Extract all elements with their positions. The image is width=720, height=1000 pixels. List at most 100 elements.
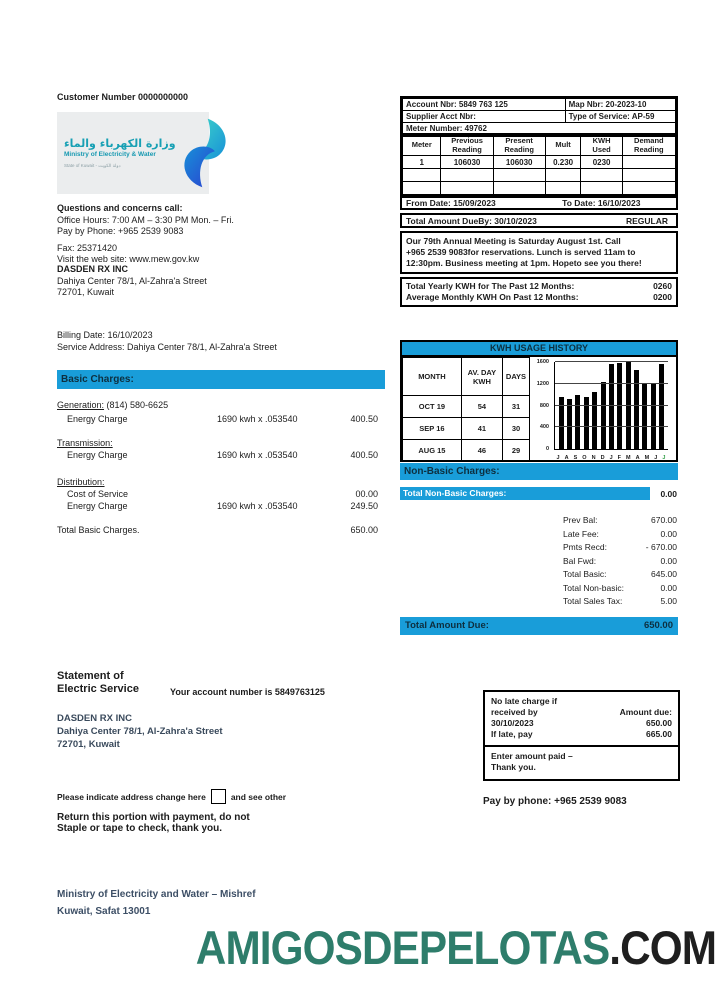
summary-value: 5.00 [660, 596, 677, 606]
usage-avg: 41 [460, 417, 503, 441]
summary-row: Pmts Recd: - 670.00 [563, 541, 677, 555]
x-tick-label: J [609, 455, 613, 461]
y-tick-label: 800 [539, 402, 549, 409]
y-tick-label: 400 [539, 424, 549, 431]
remit-address1: Dahiya Center 78/1, Al-Zahra'a Street [57, 726, 223, 737]
usage-chart-yaxis: 0 400 800 1200 1600 [530, 359, 552, 452]
meter-readings-table: Meter Previous Reading Present Reading M… [400, 133, 678, 197]
charge-amount: 400.50 [350, 414, 378, 424]
usage-avg: 46 [460, 439, 503, 462]
received-by-line: received by [491, 707, 538, 717]
x-tick-label: J [662, 455, 666, 461]
total-basic-charges-line: Total Basic Charges. 650.00 [57, 525, 378, 536]
watermark-suffix: .COM [609, 921, 717, 974]
watermark-main: AMIGOSDEPELOTAS [195, 921, 610, 974]
distribution-label: Distribution: [57, 477, 105, 487]
present-reading-cell: 106030 [492, 155, 546, 169]
site-watermark: AMIGOSDEPELOTAS.COM [195, 920, 717, 975]
service-type-cell: Type of Service: AP-59 [564, 110, 677, 123]
distribution-section-label: Distribution: [57, 477, 378, 488]
return-line2: Staple or tape to check, thank you. [57, 823, 223, 834]
usage-avg: 54 [460, 395, 503, 419]
gridline [555, 382, 668, 384]
amount-due-label: Amount due: [619, 707, 672, 717]
summary-value: - 670.00 [645, 542, 677, 552]
summary-row: Total Basic: 645.00 [563, 568, 677, 582]
notice-line: Our 79th Annual Meeting is Saturday Augu… [406, 236, 621, 246]
empty-meter-row [401, 181, 677, 195]
demand-reading-cell [621, 155, 677, 169]
usage-bar [642, 383, 648, 449]
x-tick-label: A [635, 455, 640, 461]
charge-amount: 400.50 [350, 450, 378, 460]
account-number-note: Your account number is 5849763125 [170, 687, 325, 697]
basic-charges-header: Basic Charges: [57, 370, 385, 389]
summary-value: 0.00 [660, 555, 677, 566]
x-tick-label: S [573, 455, 578, 461]
usage-history-table: MONTH AV. DAY KWH DAYS OCT 19 54 31 SEP … [402, 356, 531, 462]
kwh-totals-box: Total Yearly KWH for The Past 12 Months:… [400, 277, 678, 307]
x-tick-label: A [564, 455, 569, 461]
usage-bar [567, 398, 573, 449]
enter-amount-line1: Enter amount paid – [491, 751, 573, 761]
from-date: From Date: 15/09/2023 [406, 198, 496, 208]
meter-data-row: 1 106030 106030 0.230 0230 [401, 155, 677, 169]
amount-due-value: 650.00 [646, 718, 672, 728]
remit-name: DASDEN RX INC [57, 713, 132, 724]
yearly-kwh-value: 0260 [653, 281, 672, 291]
summary-label: Total Basic: [563, 569, 607, 579]
usage-month: SEP 16 [402, 417, 462, 441]
present-reading-header: Present Reading [492, 135, 546, 156]
x-tick-label: M [644, 455, 650, 461]
service-address: Service Address: Dahiya Center 78/1, Al-… [57, 342, 277, 352]
to-date: To Date: 16/10/2023 [562, 198, 641, 208]
return-portion-note: Return this portion with payment, do not… [57, 812, 250, 834]
transmission-label: Transmission: [57, 438, 113, 448]
pay-by-phone-note: Pay by phone: +965 2539 9083 [483, 796, 627, 807]
total-non-basic-value: 0.00 [660, 489, 677, 499]
summary-value: 0.00 [660, 528, 677, 539]
payment-coupon-box: No late charge if received by 30/10/2023… [483, 690, 680, 781]
annual-meeting-notice: Our 79th Annual Meeting is Saturday Augu… [400, 231, 678, 274]
if-late-line: If late, pay [491, 729, 533, 739]
customer-address-block: DASDEN RX INC Dahiya Center 78/1, Al-Zah… [57, 264, 207, 299]
statement-title: Statement of Electric Service [57, 670, 139, 696]
balance-summary: Prev Bal: 670.00 Late Fee: 0.00 Pmts Recd:… [563, 514, 677, 609]
kwh-usage-history-panel: KWH USAGE HISTORY MONTH AV. DAY KWH DAYS… [400, 340, 678, 462]
charge-calc: 1690 kwh x .053540 [217, 450, 298, 460]
due-date-line: 30/10/2023 [491, 718, 534, 728]
x-tick-label: D [600, 455, 605, 461]
charge-amount: 249.50 [350, 501, 378, 511]
usage-days: 31 [501, 395, 531, 419]
usage-bar [583, 397, 589, 449]
contact-heading: Questions and concerns call: [57, 203, 183, 213]
usage-bar [575, 394, 581, 449]
summary-label: Total Sales Tax: [563, 596, 623, 606]
notice-line: 12:30pm. Business meeting at 1pm. Hopeto… [406, 258, 642, 268]
summary-label: Bal Fwd: [563, 555, 597, 566]
address-change-checkbox[interactable] [210, 789, 226, 804]
address-change-text-after: and see other [230, 791, 287, 802]
statement-line1: Statement of [57, 670, 124, 682]
gridline [555, 404, 668, 406]
usage-bar [617, 363, 623, 449]
remit-address2: 72701, Kuwait [57, 739, 120, 750]
y-tick-label: 1600 [536, 359, 549, 365]
charge-name: Energy Charge [67, 414, 128, 424]
pay-by-phone-line: Pay by Phone: +965 2539 9083 [57, 226, 184, 236]
total-amount-due-bar: Total Amount Due: 650.00 [400, 617, 678, 635]
gridline [555, 426, 668, 428]
supplier-acct-cell: Supplier Acct Nbr: [402, 110, 566, 123]
summary-row: Total Non-basic: 0.00 [563, 582, 677, 596]
x-tick-label: F [617, 455, 622, 461]
summary-label: Total Non-basic: [563, 582, 624, 593]
late-amount-value: 665.00 [646, 729, 672, 739]
ministry-address-block: Ministry of Electricity and Water – Mish… [57, 886, 256, 920]
charge-line: Cost of Service 00.00 [57, 489, 378, 500]
usage-history-title: KWH USAGE HISTORY [402, 342, 676, 357]
summary-value: 0.00 [660, 582, 677, 593]
usage-bar [625, 362, 631, 449]
logo-tagline: State of Kuwait - دولة الكويت [64, 163, 121, 168]
